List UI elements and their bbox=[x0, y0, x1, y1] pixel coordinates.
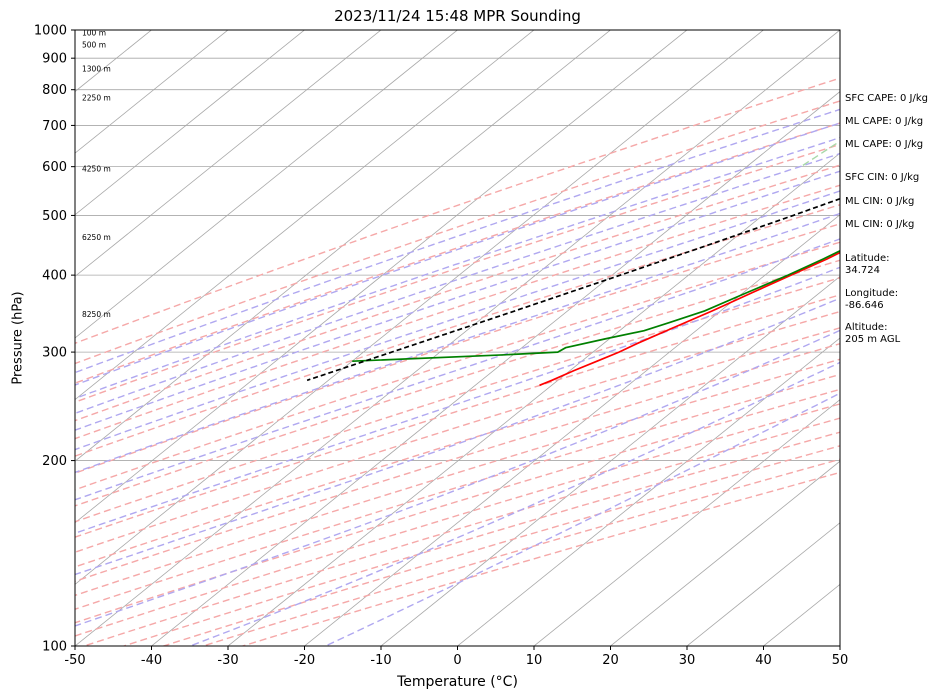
y-tick-label: 1000 bbox=[34, 24, 67, 39]
sfc-cape-text: SFC CAPE: 0 J/kg bbox=[845, 93, 928, 104]
ml-cin-text: ML CIN: 0 J/kg bbox=[845, 196, 915, 207]
height-label: 500 m bbox=[82, 41, 106, 50]
moist-adiabat-line bbox=[75, 190, 840, 451]
moist-adiabat-line bbox=[75, 266, 840, 534]
isotherm-line bbox=[75, 30, 840, 646]
ml-cin-text-2: ML CIN: 0 J/kg bbox=[845, 219, 915, 230]
isotherm-line bbox=[75, 30, 459, 339]
height-label: 6250 m bbox=[82, 233, 111, 242]
isotherm-line bbox=[609, 460, 840, 646]
moist-adiabat-line bbox=[75, 122, 840, 386]
x-axis-label: Temperature (°C) bbox=[397, 674, 518, 690]
height-label: 4250 m bbox=[82, 164, 111, 173]
x-tick-label: -20 bbox=[294, 653, 315, 668]
moist-adiabat-line bbox=[75, 152, 840, 415]
isotherm-line bbox=[75, 30, 612, 462]
isotherm-line bbox=[303, 214, 840, 646]
x-tick-label: -40 bbox=[141, 653, 162, 668]
moist-adiabat-line bbox=[75, 329, 840, 627]
y-axis-label: Pressure (hPa) bbox=[10, 291, 26, 385]
moist-adiabat-line bbox=[75, 238, 840, 501]
moist-adiabat-line bbox=[75, 297, 840, 576]
isotherm-line bbox=[533, 399, 840, 646]
moist-adiabat-line bbox=[75, 212, 840, 474]
sfc-cin-text: SFC CIN: 0 J/kg bbox=[845, 172, 920, 183]
moist-adiabat-line bbox=[323, 392, 840, 646]
altitude-text: Altitude: 205 m AGL bbox=[845, 322, 901, 345]
isotherm-line bbox=[380, 275, 840, 646]
moist-adiabat-line bbox=[75, 136, 840, 400]
isotherm-line bbox=[686, 522, 840, 646]
isotherm-line bbox=[75, 30, 229, 154]
latitude-text: Latitude: 34.724 bbox=[845, 253, 890, 276]
dry-adiabat-line bbox=[75, 277, 840, 523]
height-label: 2250 m bbox=[82, 94, 111, 103]
isotherm-line bbox=[75, 30, 535, 401]
x-tick-label: 0 bbox=[453, 653, 461, 668]
y-tick-label: 600 bbox=[42, 160, 67, 175]
isotherm-line bbox=[75, 30, 382, 277]
dry-adiabat-line bbox=[75, 223, 840, 474]
dry-adiabat-line bbox=[75, 122, 840, 384]
dry-adiabat-line bbox=[75, 143, 840, 403]
y-tick-label: 700 bbox=[42, 119, 67, 134]
dry-adiabat-line bbox=[75, 327, 840, 568]
dry-adiabat-line bbox=[75, 204, 840, 457]
y-tick-label: 500 bbox=[42, 209, 67, 224]
moist-adiabat-line bbox=[75, 170, 840, 431]
y-tick-label: 200 bbox=[42, 454, 67, 469]
ml-cape-text-2: ML CAPE: 0 J/kg bbox=[845, 139, 924, 150]
temperature-trace bbox=[539, 251, 840, 387]
x-tick-label: 40 bbox=[755, 653, 772, 668]
isotherm-line bbox=[75, 30, 688, 524]
y-tick-label: 100 bbox=[42, 640, 67, 655]
x-tick-label: 20 bbox=[602, 653, 619, 668]
longitude-text: Longitude: -86.646 bbox=[845, 288, 899, 311]
isotherm-line bbox=[150, 91, 840, 646]
dry-adiabat-line bbox=[75, 100, 840, 365]
isotherm-line bbox=[75, 30, 306, 216]
ml-cape-text: ML CAPE: 0 J/kg bbox=[845, 116, 924, 127]
x-tick-label: 50 bbox=[832, 653, 849, 668]
y-tick-label: 900 bbox=[42, 52, 67, 67]
dry-adiabat-line bbox=[121, 431, 840, 646]
y-tick-label: 300 bbox=[42, 346, 67, 361]
height-label: 8250 m bbox=[82, 310, 111, 319]
x-tick-label: -50 bbox=[64, 653, 85, 668]
mixing-ratio-line bbox=[938, 30, 947, 167]
y-tick-label: 800 bbox=[42, 83, 67, 98]
x-tick-label: 10 bbox=[526, 653, 543, 668]
height-label: 100 m bbox=[82, 29, 106, 38]
dry-adiabat-line bbox=[75, 358, 840, 597]
dry-adiabat-line bbox=[75, 388, 840, 624]
chart-title: 2023/11/24 15:48 MPR Sounding bbox=[334, 7, 581, 25]
dewpoint-trace bbox=[352, 249, 840, 363]
dry-adiabat-line bbox=[240, 471, 840, 646]
height-label: 1300 m bbox=[82, 64, 111, 73]
moist-adiabat-line bbox=[75, 108, 840, 374]
x-tick-label: -10 bbox=[370, 653, 391, 668]
dry-adiabat-line bbox=[75, 164, 840, 422]
isotherm-line bbox=[75, 30, 765, 585]
dry-adiabat-line bbox=[75, 294, 840, 538]
y-tick-label: 400 bbox=[42, 269, 67, 284]
x-tick-label: -30 bbox=[217, 653, 238, 668]
dry-adiabat-line bbox=[75, 342, 840, 583]
isotherm-line bbox=[227, 152, 840, 646]
x-tick-label: 30 bbox=[679, 653, 696, 668]
parcel-trace bbox=[306, 197, 840, 382]
